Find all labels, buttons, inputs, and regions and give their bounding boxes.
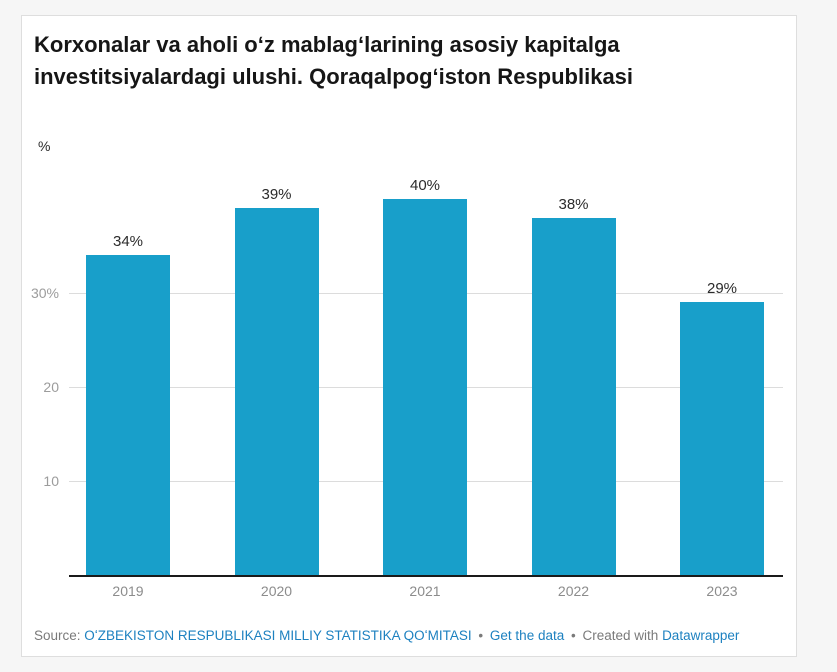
- separator-dot: •: [571, 628, 576, 643]
- x-axis-line: [69, 575, 783, 577]
- y-tick-label: 20: [43, 379, 59, 395]
- chart-title: Korxonalar va aholi oʻz mablagʻlarining …: [34, 32, 634, 89]
- x-tick-label: 2019: [112, 583, 144, 599]
- source-link[interactable]: OʻZBEKISTON RESPUBLIKASI MILLIY STATISTI…: [84, 628, 472, 643]
- separator-dot: •: [478, 628, 484, 643]
- bar-value-label: 34%: [112, 233, 144, 251]
- y-axis-unit-label: %: [38, 138, 51, 154]
- bar[interactable]: [531, 217, 616, 575]
- bar-value-label: 39%: [261, 186, 292, 204]
- x-tick-label: 2022: [557, 583, 590, 599]
- bar-value-label: 29%: [706, 280, 738, 298]
- chart-card: Korxonalar va aholi oʻz mablagʻlarining …: [21, 15, 797, 657]
- bar-value-label: 38%: [558, 195, 589, 213]
- get-the-data-link[interactable]: Get the data: [489, 628, 565, 643]
- y-tick-label: 10: [43, 473, 59, 489]
- bar[interactable]: [234, 208, 319, 575]
- bar[interactable]: [383, 199, 467, 575]
- chart-footer: Source: OʻZBEKISTON RESPUBLIKASI MILLIY …: [34, 627, 784, 644]
- bar-value-label: 40%: [409, 177, 441, 194]
- bar-chart: % 10 20 30% 34% 2019 39% 2020 40% 2021 38% 2022 29%…: [22, 16, 796, 656]
- x-tick-label: 2021: [409, 583, 441, 599]
- x-tick-label: 2020: [260, 583, 293, 599]
- y-tick-label: 30%: [30, 285, 59, 301]
- bar[interactable]: [680, 302, 764, 575]
- created-with-label: Created with: [582, 628, 659, 643]
- source-label: Source:: [34, 628, 81, 643]
- x-tick-label: 2023: [706, 583, 738, 599]
- datawrapper-link[interactable]: Datawrapper: [662, 628, 740, 643]
- bar[interactable]: [86, 255, 170, 575]
